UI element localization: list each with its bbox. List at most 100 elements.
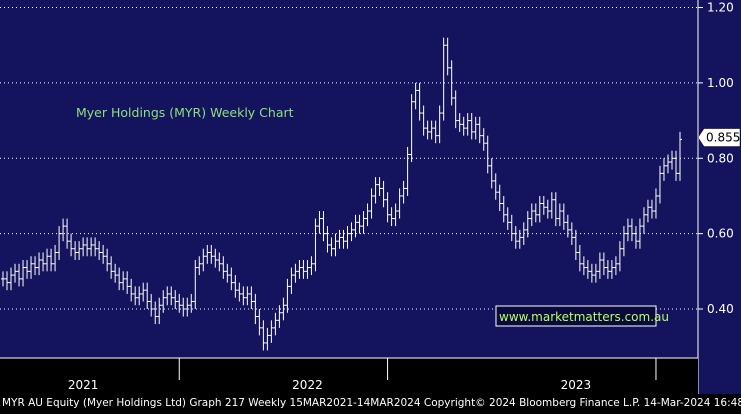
ohlc-bar bbox=[141, 282, 146, 302]
ohlc-bar bbox=[41, 252, 46, 272]
ohlc-bar bbox=[665, 154, 670, 174]
ohlc-bar bbox=[165, 286, 170, 306]
ohlc-bar bbox=[49, 248, 54, 272]
ohlc-bar bbox=[245, 286, 250, 306]
ohlc-bar bbox=[405, 146, 410, 196]
ohlc-bar bbox=[301, 260, 306, 279]
footer-text: MYR AU Equity (Myer Holdings Ltd) Graph … bbox=[2, 397, 741, 409]
ohlc-bar bbox=[509, 214, 514, 242]
ohlc-bar bbox=[309, 256, 314, 276]
ohlc-bar bbox=[661, 158, 666, 181]
watermark-box: www.marketmatters.com.au bbox=[495, 305, 669, 327]
ohlc-bar bbox=[169, 286, 174, 306]
ohlc-bar bbox=[477, 116, 482, 144]
ohlc-bar bbox=[321, 211, 326, 242]
ohlc-bar bbox=[505, 207, 510, 230]
ohlc-bar bbox=[137, 286, 142, 306]
ohlc-bar bbox=[73, 241, 78, 261]
ohlc-bar bbox=[485, 135, 490, 174]
y-tick-label: 0.60 bbox=[707, 227, 734, 241]
ohlc-bar bbox=[561, 203, 566, 230]
ohlc-bar bbox=[413, 82, 418, 110]
ohlc-bar bbox=[177, 293, 182, 313]
axis-layer: 0.400.600.801.001.202021202220232024 bbox=[0, 0, 734, 394]
ohlc-bar bbox=[253, 293, 258, 325]
ohlc-bar bbox=[465, 113, 470, 136]
ohlc-bar bbox=[357, 214, 362, 234]
ohlc-bar bbox=[117, 267, 122, 291]
ohlc-bar bbox=[293, 263, 298, 283]
ohlc-bar bbox=[669, 150, 674, 170]
ohlc-bar bbox=[533, 203, 538, 223]
last-price-label: 0.855 bbox=[706, 131, 740, 145]
ohlc-bar bbox=[13, 263, 18, 283]
ohlc-bar bbox=[173, 290, 178, 310]
ohlc-bar bbox=[129, 278, 134, 302]
ohlc-bar bbox=[545, 199, 550, 219]
ohlc-bar bbox=[125, 271, 130, 294]
ohlc-bar bbox=[21, 260, 26, 287]
ohlc-bar bbox=[593, 263, 598, 283]
ohlc-bar bbox=[353, 214, 358, 238]
ohlc-bar bbox=[409, 94, 414, 163]
bars-layer bbox=[1, 37, 682, 351]
ohlc-bar bbox=[197, 256, 202, 276]
ohlc-bar bbox=[297, 260, 302, 279]
ohlc-bar bbox=[425, 120, 430, 140]
ohlc-bar bbox=[649, 199, 654, 219]
ohlc-bar bbox=[541, 195, 546, 215]
ohlc-bar bbox=[45, 248, 50, 272]
ohlc-bar bbox=[637, 218, 642, 249]
y-tick-label: 0.40 bbox=[707, 302, 734, 316]
ohlc-bar bbox=[621, 226, 626, 257]
ohlc-bar bbox=[9, 267, 14, 291]
ohlc-bar bbox=[565, 214, 570, 238]
ohlc-bar bbox=[281, 297, 286, 321]
ohlc-bar bbox=[417, 82, 422, 121]
ohlc-bar bbox=[305, 260, 310, 279]
ohlc-bar bbox=[109, 256, 114, 279]
ohlc-bar bbox=[157, 297, 162, 325]
ohlc-bar bbox=[489, 158, 494, 189]
ohlc-bar bbox=[53, 244, 58, 272]
ohlc-bar bbox=[221, 256, 226, 279]
ohlc-bar bbox=[577, 244, 582, 272]
ohlc-bar bbox=[25, 260, 30, 279]
ohlc-bar bbox=[1, 271, 5, 287]
ohlc-bar bbox=[569, 222, 574, 245]
ohlc-bar bbox=[85, 237, 90, 257]
ohlc-bar bbox=[5, 271, 10, 291]
ohlc-bar bbox=[329, 237, 334, 257]
ohlc-bar bbox=[341, 229, 346, 249]
ohlc-bar bbox=[617, 241, 622, 272]
ohlc-bar bbox=[133, 286, 138, 306]
ohlc-bar bbox=[273, 312, 278, 336]
ohlc-bar bbox=[17, 263, 22, 287]
ohlc-bar bbox=[589, 263, 594, 283]
ohlc-bar bbox=[241, 286, 246, 306]
ohlc-bar bbox=[249, 286, 254, 310]
ohlc-bar bbox=[585, 260, 590, 279]
ohlc-bar bbox=[441, 37, 446, 121]
ohlc-bar bbox=[89, 237, 94, 257]
x-tick-label: 2021 bbox=[68, 378, 99, 392]
ohlc-bar bbox=[289, 267, 294, 294]
ohlc-bar bbox=[497, 184, 502, 212]
ohlc-bar bbox=[678, 131, 682, 181]
ohlc-bar bbox=[385, 192, 390, 223]
ohlc-bar bbox=[121, 271, 126, 291]
ohlc-bar bbox=[581, 256, 586, 276]
ohlc-bar bbox=[481, 128, 486, 151]
ohlc-bar bbox=[105, 248, 110, 272]
ohlc-bar bbox=[181, 297, 186, 317]
ohlc-bar bbox=[201, 248, 206, 272]
ohlc-bar bbox=[493, 173, 498, 200]
ohlc-bar bbox=[261, 320, 266, 351]
y-tick-label: 1.00 bbox=[707, 76, 734, 90]
ohlc-bar bbox=[369, 188, 374, 219]
ohlc-bar bbox=[373, 177, 378, 204]
ohlc-bar bbox=[61, 218, 66, 242]
ohlc-bar bbox=[37, 252, 42, 276]
